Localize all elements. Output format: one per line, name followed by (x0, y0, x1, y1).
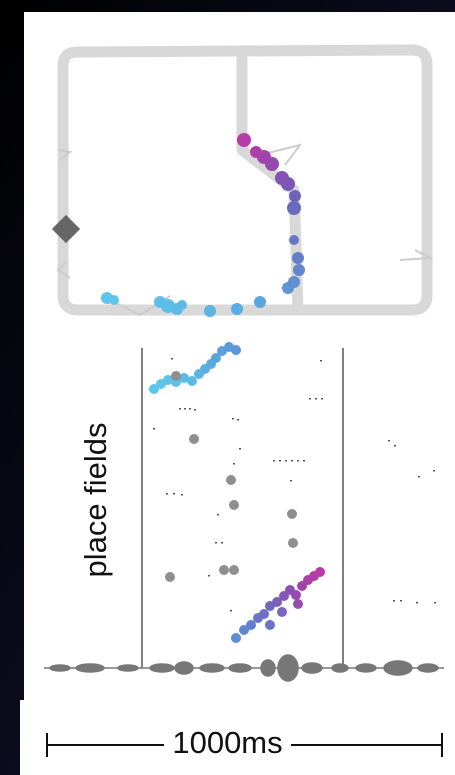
gray-dots (165, 371, 298, 582)
scale-bar-label: 1000ms (164, 725, 291, 760)
y-axis-label: place fields (78, 422, 113, 578)
scale-bar-label-wrap: 1000ms (0, 725, 455, 761)
start-marker (51, 214, 81, 244)
track-trajectory-dots (101, 133, 305, 317)
sequence-dots-top (149, 342, 241, 394)
spike-ticks (153, 358, 436, 612)
sequence-dots-bottom (231, 567, 325, 643)
lfp-trace (44, 654, 444, 682)
maze-track-jitter (56, 143, 434, 317)
maze-track (57, 44, 433, 316)
